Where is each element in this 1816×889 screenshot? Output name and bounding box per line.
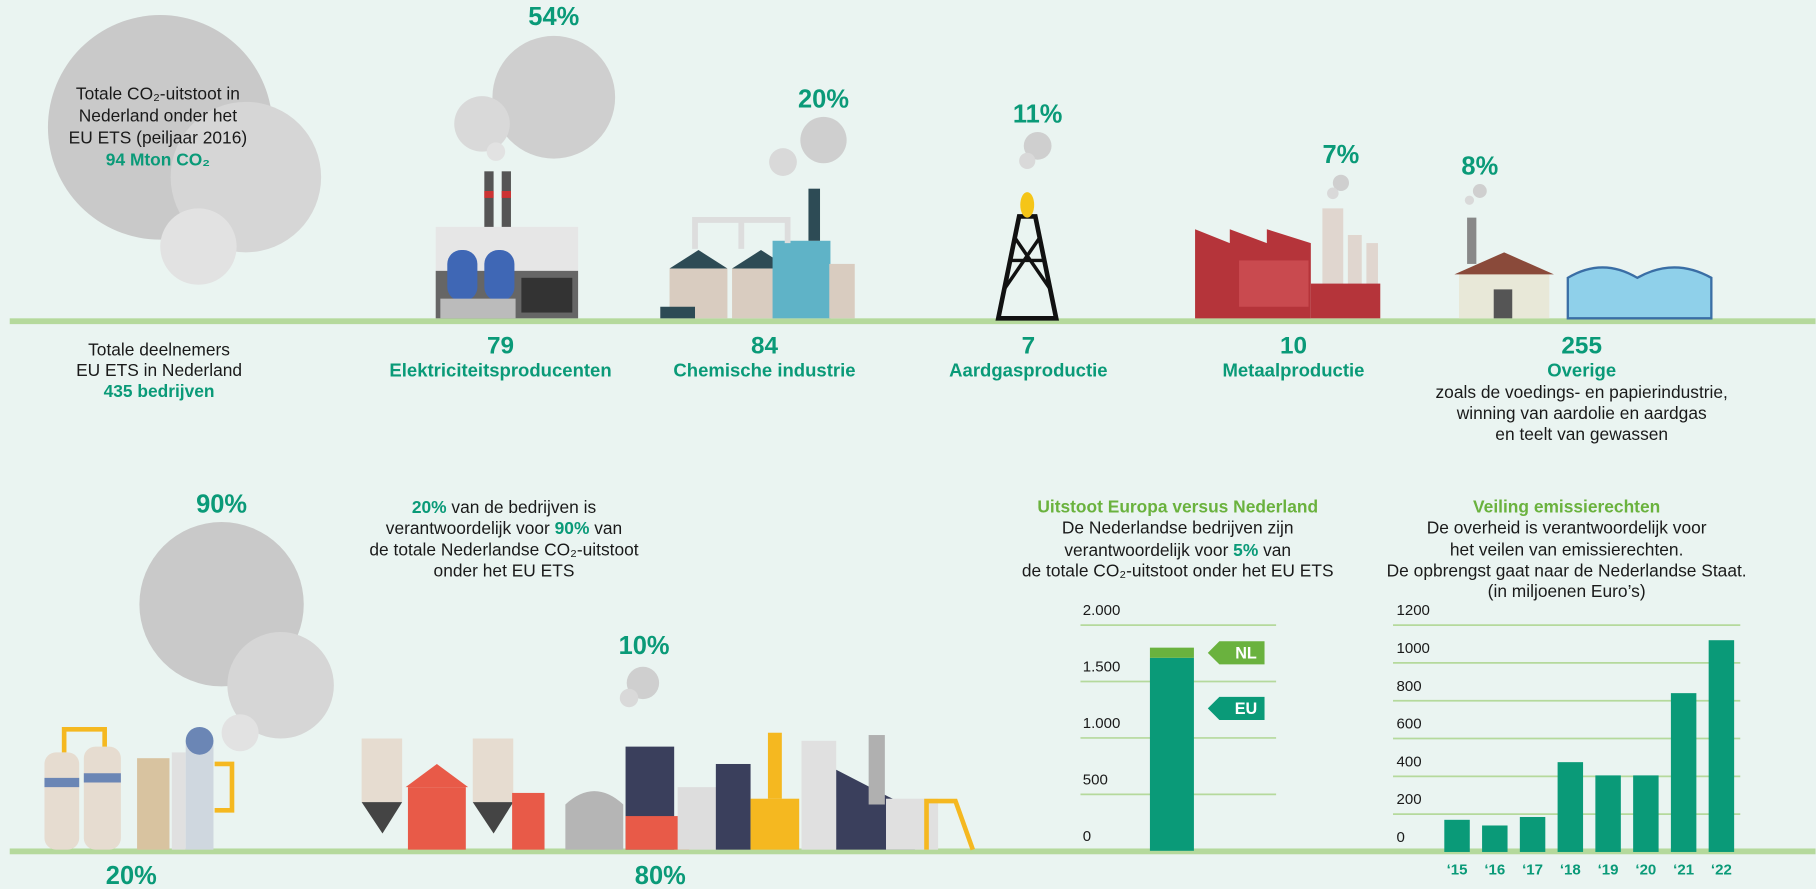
- x-tick-label: ‘18: [1560, 861, 1581, 878]
- statement-text: van de bedrijven is: [447, 497, 597, 517]
- statement-text: verantwoordelijk voor: [386, 518, 555, 538]
- intro-text: EU ETS (peiljaar 2016): [69, 127, 248, 147]
- x-tick-label: ‘20: [1635, 861, 1656, 878]
- chart-subtitle: verantwoordelijk voor 5% van: [1064, 540, 1291, 560]
- y-tick-label: 0: [1083, 828, 1091, 845]
- y-tick-label: 0: [1396, 829, 1404, 846]
- y-tick-label: 1000: [1396, 640, 1429, 657]
- statement: de totale Nederlandse CO₂-uitstoot: [369, 540, 638, 560]
- x-tick-label: ‘15: [1447, 861, 1468, 878]
- sector-count: 79: [487, 333, 514, 360]
- sector-share: 54%: [528, 3, 579, 31]
- bar-segment: [1150, 648, 1194, 658]
- chart-subtitle: De overheid is verantwoordelijk voor: [1427, 518, 1707, 538]
- x-tick-label: ‘22: [1711, 861, 1732, 878]
- y-tick-label: 500: [1083, 771, 1108, 788]
- chart-subtitle: het veilen van emissierechten.: [1450, 540, 1684, 560]
- sector-share: 8%: [1461, 153, 1498, 181]
- statement: 20% van de bedrijven is: [412, 497, 597, 517]
- y-tick-label: 2.000: [1083, 602, 1121, 619]
- statement-text: van: [589, 518, 622, 538]
- sector-count: 255: [1561, 333, 1602, 360]
- participants-text: Totale deelnemers: [88, 339, 230, 359]
- small-share: 10%: [619, 632, 670, 660]
- statement-highlight: 90%: [555, 518, 590, 538]
- x-tick-label: ‘16: [1484, 861, 1505, 878]
- sector-note: winning van aardolie en aardgas: [1456, 403, 1707, 423]
- sector-name: Chemische industrie: [673, 359, 855, 380]
- sector-name: Elektriciteitsproducenten: [389, 359, 611, 380]
- sector-share: 7%: [1323, 141, 1360, 169]
- sector-count: 10: [1280, 333, 1307, 360]
- y-tick-label: 200: [1396, 791, 1421, 808]
- sector-count: 84: [751, 333, 779, 360]
- chart-subtitle: De opbrengst gaat naar de Nederlandse St…: [1387, 560, 1747, 580]
- y-tick-label: 600: [1396, 716, 1421, 733]
- x-tick-label: ‘21: [1673, 861, 1694, 878]
- infographic: Totale CO₂-uitstoot in Nederland onder h…: [0, 0, 1816, 889]
- chart-subtitle-highlight: 5%: [1233, 540, 1258, 560]
- bar: [1444, 820, 1469, 852]
- chart-subtitle: De Nederlandse bedrijven zijn: [1062, 518, 1294, 538]
- bar: [1595, 775, 1620, 852]
- chart-title: Veiling emissierechten: [1473, 497, 1660, 517]
- statement-highlight: 20%: [412, 497, 447, 517]
- chart-title: Uitstoot Europa versus Nederland: [1037, 497, 1318, 517]
- ground-line: [10, 318, 1816, 324]
- sector-name: Metaalproductie: [1222, 359, 1364, 380]
- chart-subtitle: de totale CO₂-uitstoot onder het EU ETS: [1022, 560, 1334, 580]
- y-tick-label: 800: [1396, 678, 1421, 695]
- legend-label: NL: [1235, 644, 1257, 662]
- intro-total: 94 Mton CO₂: [106, 149, 210, 169]
- participants-total: 435 bedrijven: [104, 381, 215, 401]
- chart-subtitle-text: verantwoordelijk voor: [1064, 540, 1233, 560]
- x-tick-label: ‘17: [1522, 861, 1543, 878]
- sector-name: Overige: [1547, 359, 1616, 380]
- sector-share: 11%: [1013, 100, 1063, 128]
- bar: [1709, 640, 1734, 852]
- statement: onder het EU ETS: [434, 560, 575, 580]
- legend-label: EU: [1235, 700, 1258, 718]
- chart-subtitle-text: van: [1258, 540, 1291, 560]
- sector-name: Aardgasproductie: [949, 359, 1107, 380]
- y-tick-label: 1.500: [1083, 659, 1121, 676]
- statement: verantwoordelijk voor 90% van: [386, 518, 622, 538]
- intro-text: Totale CO₂-uitstoot in: [76, 83, 240, 103]
- bar: [1482, 825, 1507, 851]
- large-share: 90%: [196, 491, 247, 519]
- y-tick-label: 400: [1396, 753, 1421, 770]
- sector-note: en teelt van gewassen: [1495, 424, 1668, 444]
- participants-text: EU ETS in Nederland: [76, 360, 242, 380]
- intro-text: Nederland onder het: [79, 105, 237, 125]
- bar: [1633, 775, 1658, 852]
- y-tick-label: 1.000: [1083, 715, 1121, 732]
- bar: [1558, 762, 1583, 852]
- bar: [1520, 817, 1545, 852]
- sector-share: 20%: [798, 85, 849, 113]
- bar-segment: [1150, 658, 1194, 851]
- y-tick-label: 1200: [1396, 602, 1429, 619]
- large-companies: 20%: [106, 862, 157, 889]
- chart-subtitle: (in miljoenen Euro’s): [1488, 581, 1646, 601]
- small-companies: 80%: [635, 862, 686, 889]
- sector-note: zoals de voedings- en papierindustrie,: [1435, 382, 1727, 402]
- sector-count: 7: [1022, 333, 1036, 360]
- x-tick-label: ‘19: [1598, 861, 1619, 878]
- bar: [1671, 693, 1696, 852]
